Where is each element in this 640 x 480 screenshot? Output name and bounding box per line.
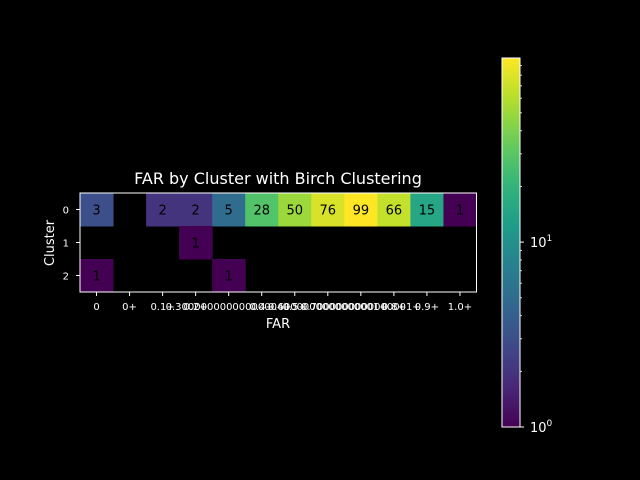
cell-value-label: 5 [225, 204, 233, 219]
heatmap-cell [179, 226, 213, 260]
cell-value-label: 28 [253, 204, 270, 219]
x-tick-label: 1.0+ [448, 302, 472, 313]
cell-value-label: 15 [419, 204, 436, 219]
heatmap-cell [344, 193, 378, 227]
heatmap-cell [179, 193, 213, 227]
heatmap-cell [212, 193, 246, 227]
x-tick-label: 0.9+ [415, 302, 439, 313]
y-axis-ticks: 0 1 2 [63, 206, 80, 283]
x-tick-label: 0.6000000000000001+ [268, 302, 388, 313]
colorbar-tick-label: 100 [530, 419, 553, 436]
cell-value-label: 3 [92, 204, 100, 219]
cell-value-label: 1 [456, 204, 464, 219]
x-tick-label: 0.7000000000000001+ [301, 302, 421, 313]
y-axis-label: Cluster [43, 219, 58, 266]
cell-value-label: 1 [225, 270, 233, 285]
heatmap-cell [80, 259, 114, 293]
y-tick-label: 1 [63, 239, 69, 250]
cell-value-label: 66 [386, 204, 403, 219]
heatmap-cell [278, 193, 312, 227]
colorbar [501, 57, 521, 428]
y-tick-label: 2 [63, 272, 69, 283]
x-tick-label: 0+ [122, 302, 137, 313]
heatmap-cell [311, 193, 345, 227]
x-axis-ticks: 0 0+ 0.1+ 0.2+0.30000000000000004+0.4+ 0.5+0… [93, 292, 472, 313]
x-axis-label: FAR [266, 317, 290, 332]
cell-value-label: 99 [353, 204, 370, 219]
x-tick-label: 0.2+ [183, 302, 207, 313]
heatmap-cell [245, 193, 279, 227]
cell-value-label: 50 [286, 204, 303, 219]
heatmap-cell [443, 193, 477, 227]
colorbar-ticks: 100 101 [520, 65, 553, 436]
heatmap-cell [212, 259, 246, 293]
heatmap-cell [146, 193, 180, 227]
x-tick-label: 0.4+ [250, 302, 274, 313]
cell-value-label: 2 [191, 204, 199, 219]
x-tick-label: 0 [93, 302, 99, 313]
heatmap-cells [80, 193, 477, 293]
cell-value-label: 76 [320, 204, 337, 219]
chart-title: FAR by Cluster with Birch Clustering [134, 169, 422, 188]
x-tick-label: 0.30000000000000004+ [166, 302, 292, 313]
x-tick-label: 0.5+ [283, 302, 307, 313]
heatmap-cell [410, 193, 444, 227]
cell-value-label: 1 [92, 270, 100, 285]
cell-labels: 3 2 2 5 28 50 76 99 66 15 1 1 1 1 [92, 204, 464, 285]
y-tick-label: 0 [63, 206, 69, 217]
cell-value-label: 1 [191, 237, 199, 252]
x-tick-label: 0.1+ [150, 302, 174, 313]
x-tick-label: 0.8+ [382, 302, 406, 313]
cell-value-label: 2 [158, 204, 166, 219]
heatmap-cell [377, 193, 411, 227]
colorbar-tick-label: 101 [530, 234, 552, 251]
heatmap-cell [80, 193, 114, 227]
